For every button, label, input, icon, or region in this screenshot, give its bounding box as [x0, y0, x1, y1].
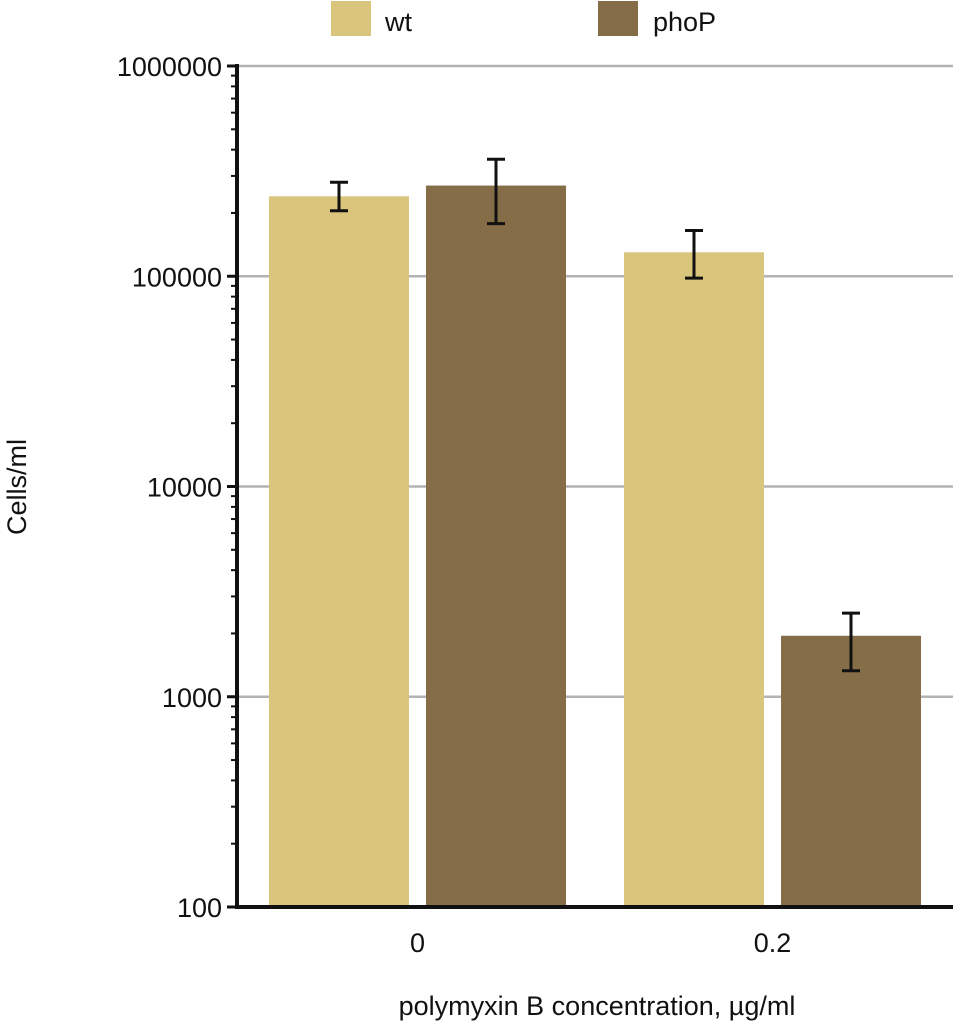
- error-bar: [330, 180, 348, 213]
- y-tick-label: 10000: [147, 473, 222, 503]
- y-tick-label: 1000000: [117, 52, 222, 82]
- legend-swatch: [598, 1, 638, 36]
- x-tick-label: 0.2: [754, 928, 792, 958]
- x-axis-title: polymyxin B concentration, µg/ml: [399, 991, 796, 1021]
- error-bar: [685, 229, 703, 280]
- bar-wt-0.2: [624, 252, 764, 908]
- bars: [269, 185, 921, 908]
- legend-item-wt: wt: [331, 1, 412, 37]
- legend: wt phoP: [331, 1, 716, 37]
- y-axis: [227, 64, 953, 909]
- y-tick-label: 100000: [132, 262, 222, 292]
- y-axis-title: Cells/ml: [2, 439, 32, 535]
- y-tick-label: 1000: [162, 683, 222, 713]
- error-bars: [330, 157, 860, 673]
- x-tick-label: 0: [410, 928, 425, 958]
- bar-phoP-0: [426, 185, 566, 907]
- tick-labels: 100 1000 10000 100000 1000000 0 0.2: [117, 52, 791, 958]
- bar-phoP-0.2: [781, 635, 921, 907]
- legend-swatch: [331, 1, 371, 36]
- legend-label: wt: [384, 7, 412, 37]
- y-tick-label: 100: [177, 893, 222, 923]
- error-bar: [842, 611, 860, 673]
- legend-label: phoP: [653, 7, 716, 37]
- error-bar: [487, 157, 505, 226]
- legend-item-phoP: phoP: [598, 1, 716, 37]
- bar-wt-0: [269, 196, 409, 907]
